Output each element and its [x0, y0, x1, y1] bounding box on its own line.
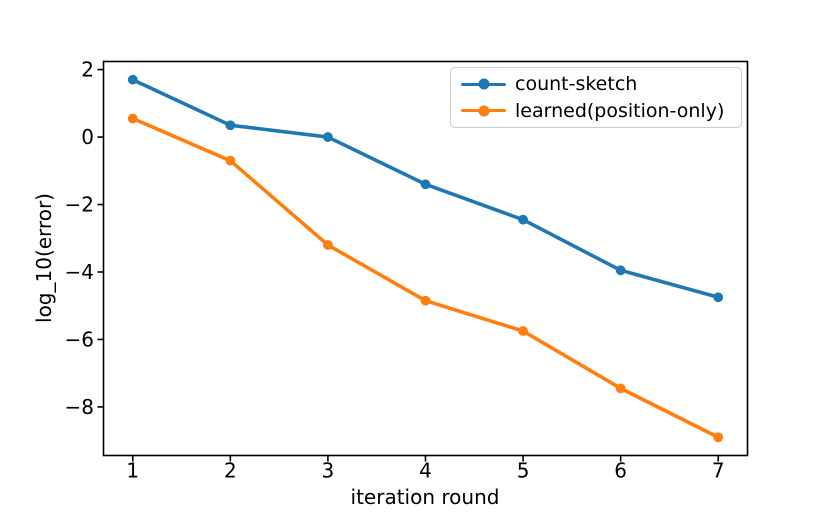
data-point [127, 74, 138, 85]
x-tick-label: 2 [224, 459, 237, 483]
legend: count-sketch learned(position-only) [450, 67, 742, 128]
data-point [420, 295, 431, 306]
x-tick-label: 6 [614, 459, 627, 483]
x-tick-label: 1 [126, 459, 139, 483]
data-point [420, 179, 431, 190]
legend-label: learned(position-only) [515, 99, 725, 122]
legend-dot-icon [478, 78, 489, 90]
plot-frame [102, 60, 749, 457]
y-tick-label: −8 [65, 395, 94, 419]
data-point [323, 240, 333, 250]
data-point [323, 132, 333, 142]
y-tick-label: 0 [81, 125, 94, 149]
data-point [127, 113, 138, 124]
data-point [518, 326, 528, 336]
legend-item-learned: learned(position-only) [461, 98, 735, 124]
x-tick-label: 5 [517, 459, 530, 483]
legend-dot-icon [478, 105, 489, 117]
y-axis-label: log_10(error) [32, 193, 56, 323]
legend-line-marker-icon [461, 105, 506, 117]
legend-label: count-sketch [515, 73, 638, 96]
y-tick-label: −6 [65, 327, 94, 351]
y-tick-label: −2 [65, 193, 94, 217]
x-tick-label: 3 [322, 459, 335, 483]
data-point [518, 214, 528, 225]
y-tick-label: 2 [81, 58, 94, 82]
legend-item-count-sketch: count-sketch [461, 71, 735, 97]
x-tick-label: 7 [712, 459, 725, 483]
data-point [615, 265, 626, 276]
y-tick-label: −4 [65, 260, 94, 284]
series-line-learned-position-only- [130, 116, 721, 440]
x-tick-label: 4 [419, 459, 432, 483]
data-point [713, 292, 724, 303]
data-point [615, 383, 626, 394]
legend-line-marker-icon [461, 78, 506, 90]
x-axis-label: iteration round [350, 485, 500, 509]
data-point [713, 432, 724, 443]
data-point [225, 155, 236, 166]
data-point [225, 120, 236, 131]
